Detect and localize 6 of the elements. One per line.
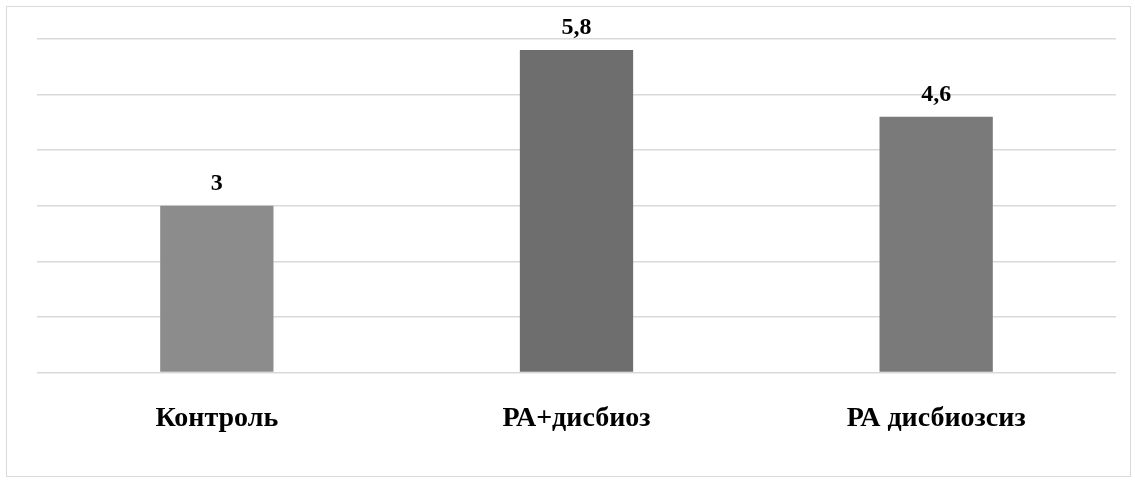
data-label: 3 — [210, 168, 223, 195]
data-label: 4,6 — [921, 80, 952, 106]
data-label: 5,8 — [561, 13, 592, 40]
x-tick-label: Контроль — [155, 401, 279, 433]
x-tick-label: РА дисбиозсиз — [846, 401, 1026, 433]
x-tick-label: РА+дисбиоз — [502, 401, 651, 433]
